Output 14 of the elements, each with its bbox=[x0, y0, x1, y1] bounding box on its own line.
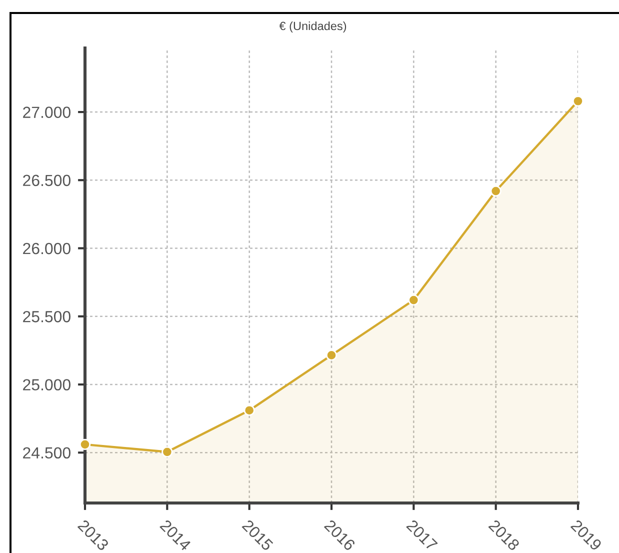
point bbox=[490, 185, 502, 197]
point bbox=[79, 438, 91, 450]
point bbox=[408, 294, 420, 306]
point bbox=[244, 404, 255, 416]
y-tick-label: 25.000 bbox=[23, 379, 70, 390]
y-tick-label: 27.000 bbox=[23, 106, 70, 118]
point bbox=[162, 446, 173, 458]
y-tick-label: 24.500 bbox=[23, 447, 70, 459]
point bbox=[326, 350, 338, 361]
y-tick-label: 26.500 bbox=[23, 174, 70, 186]
chart-title: € (Unidades) bbox=[279, 22, 346, 32]
y-tick-label: 25.500 bbox=[23, 311, 70, 322]
point bbox=[572, 96, 584, 107]
y-tick-label: 26.000 bbox=[23, 242, 70, 254]
